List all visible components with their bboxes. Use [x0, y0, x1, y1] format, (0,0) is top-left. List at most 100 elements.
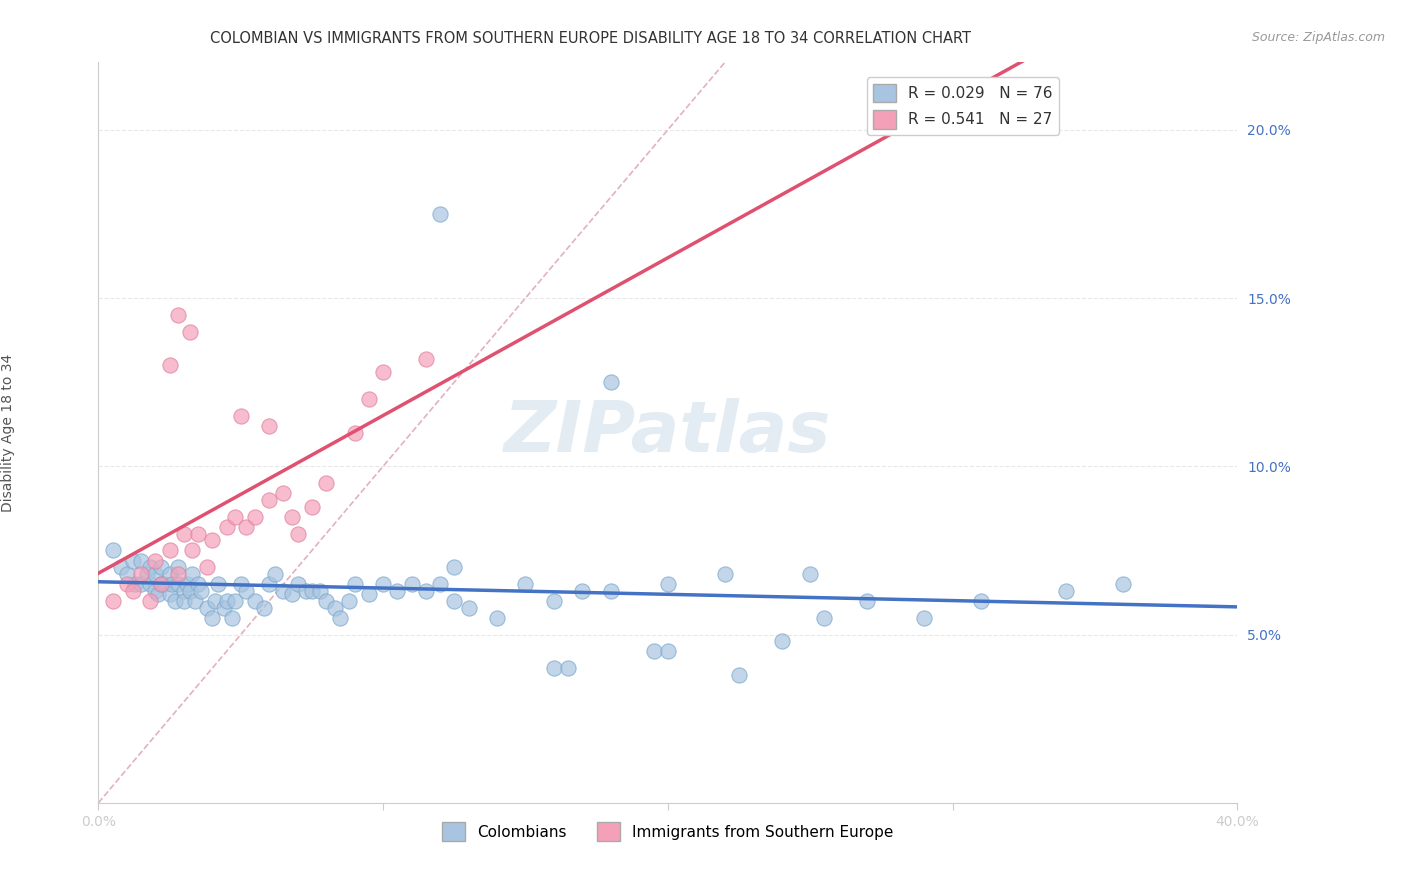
- Y-axis label: Disability Age 18 to 34: Disability Age 18 to 34: [1, 353, 15, 512]
- Point: [145, 566, 167, 581]
- Point: [287, 526, 309, 541]
- Point: [259, 418, 281, 433]
- Point: [159, 359, 181, 373]
- Point: [243, 594, 266, 608]
- Point: [145, 583, 167, 598]
- Point: [173, 526, 195, 541]
- Point: [571, 583, 593, 598]
- Point: [179, 583, 201, 598]
- Point: [165, 594, 187, 608]
- Legend: Colombians, Immigrants from Southern Europe: Colombians, Immigrants from Southern Eur…: [436, 816, 900, 847]
- Point: [387, 583, 409, 598]
- Point: [101, 594, 124, 608]
- Point: [443, 594, 465, 608]
- Point: [557, 661, 579, 675]
- Point: [1056, 583, 1078, 598]
- Point: [373, 365, 395, 379]
- Point: [150, 577, 173, 591]
- Point: [259, 577, 281, 591]
- Point: [301, 583, 323, 598]
- Point: [273, 583, 295, 598]
- Point: [252, 600, 274, 615]
- Point: [148, 587, 170, 601]
- Point: [167, 577, 190, 591]
- Point: [337, 594, 360, 608]
- Point: [207, 577, 229, 591]
- Point: [129, 577, 152, 591]
- Point: [204, 594, 226, 608]
- Point: [121, 553, 143, 567]
- Point: [323, 600, 346, 615]
- Point: [195, 600, 218, 615]
- Point: [235, 520, 257, 534]
- Point: [281, 509, 304, 524]
- Point: [167, 308, 190, 322]
- Point: [799, 566, 821, 581]
- Point: [184, 594, 207, 608]
- Point: [129, 553, 152, 567]
- Point: [486, 610, 509, 624]
- Point: [176, 577, 198, 591]
- Point: [264, 566, 287, 581]
- Point: [401, 577, 423, 591]
- Point: [600, 583, 623, 598]
- Point: [357, 392, 380, 406]
- Point: [135, 566, 157, 581]
- Point: [657, 644, 679, 658]
- Point: [121, 583, 143, 598]
- Point: [181, 566, 204, 581]
- Point: [429, 207, 451, 221]
- Point: [728, 668, 751, 682]
- Point: [315, 594, 337, 608]
- Point: [443, 560, 465, 574]
- Point: [970, 594, 993, 608]
- Point: [543, 661, 565, 675]
- Point: [224, 594, 246, 608]
- Point: [600, 375, 623, 389]
- Point: [259, 492, 281, 507]
- Point: [229, 409, 252, 423]
- Point: [287, 577, 309, 591]
- Point: [173, 594, 195, 608]
- Text: Source: ZipAtlas.com: Source: ZipAtlas.com: [1251, 31, 1385, 45]
- Point: [115, 566, 138, 581]
- Point: [273, 486, 295, 500]
- Point: [243, 509, 266, 524]
- Point: [150, 560, 173, 574]
- Point: [714, 566, 737, 581]
- Text: COLOMBIAN VS IMMIGRANTS FROM SOUTHERN EUROPE DISABILITY AGE 18 TO 34 CORRELATION: COLOMBIAN VS IMMIGRANTS FROM SOUTHERN EU…: [209, 31, 972, 46]
- Point: [101, 543, 124, 558]
- Point: [138, 560, 160, 574]
- Point: [224, 509, 246, 524]
- Point: [110, 560, 132, 574]
- Point: [415, 583, 437, 598]
- Point: [195, 560, 218, 574]
- Point: [657, 577, 679, 591]
- Point: [167, 566, 190, 581]
- Point: [138, 577, 160, 591]
- Point: [295, 583, 318, 598]
- Point: [357, 587, 380, 601]
- Point: [309, 583, 332, 598]
- Point: [190, 583, 212, 598]
- Point: [162, 577, 184, 591]
- Point: [856, 594, 879, 608]
- Point: [235, 583, 257, 598]
- Point: [145, 553, 167, 567]
- Point: [179, 325, 201, 339]
- Point: [429, 577, 451, 591]
- Point: [115, 577, 138, 591]
- Point: [813, 610, 835, 624]
- Point: [138, 594, 160, 608]
- Point: [415, 351, 437, 366]
- Point: [124, 577, 146, 591]
- Point: [643, 644, 665, 658]
- Point: [150, 577, 173, 591]
- Point: [159, 543, 181, 558]
- Point: [373, 577, 395, 591]
- Point: [187, 526, 209, 541]
- Point: [159, 566, 181, 581]
- Point: [301, 500, 323, 514]
- Point: [912, 610, 935, 624]
- Point: [201, 533, 224, 548]
